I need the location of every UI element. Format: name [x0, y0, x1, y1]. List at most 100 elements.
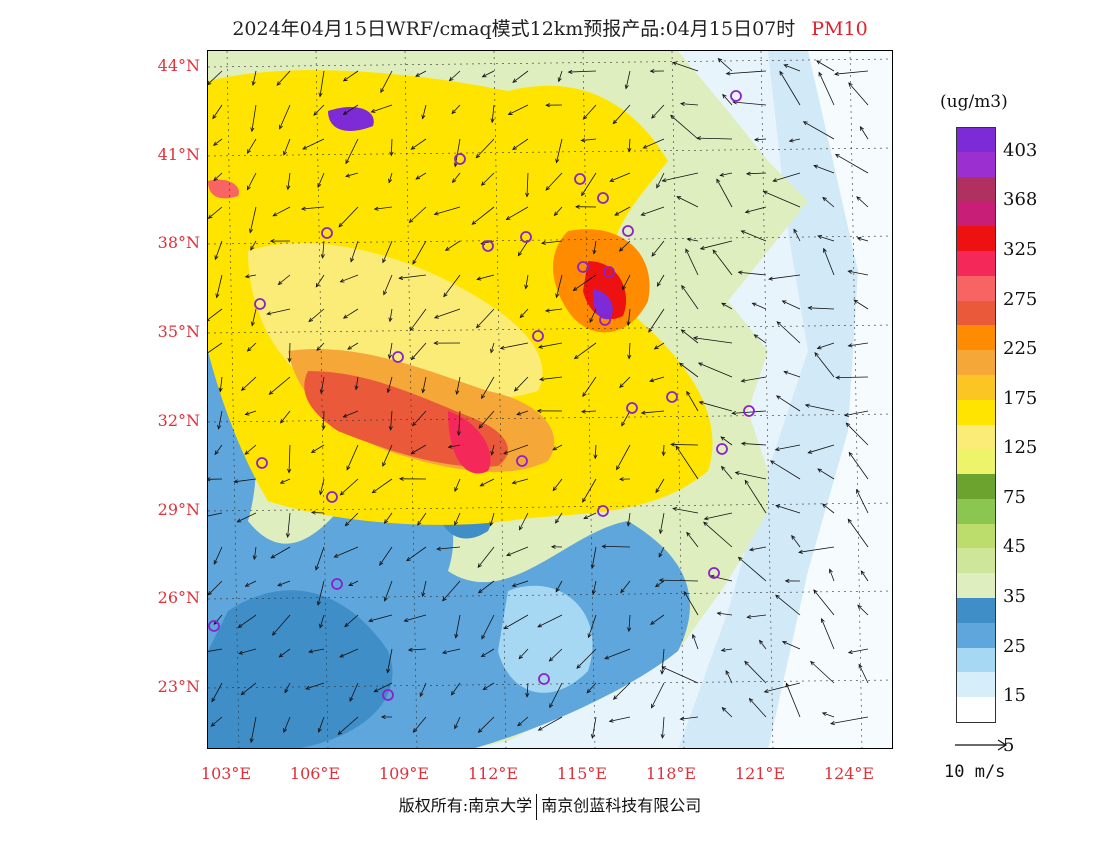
wind-vector	[738, 271, 767, 276]
wind-vector	[681, 285, 699, 310]
wind-vector	[279, 648, 291, 658]
city-marker	[597, 192, 609, 204]
wind-vector	[382, 240, 393, 263]
wind-vector	[821, 618, 835, 650]
wind-vector-head	[774, 447, 780, 452]
colorbar-swatch	[956, 399, 996, 426]
colorbar-swatch	[956, 350, 996, 376]
city-marker	[626, 402, 638, 414]
wind-vector-head	[320, 254, 325, 259]
wind-vector	[692, 634, 699, 650]
wind-vector	[716, 179, 733, 208]
wind-vector	[759, 640, 767, 650]
wind-vector	[213, 138, 223, 146]
wind-vector-head	[658, 529, 663, 535]
wind-vector	[614, 206, 631, 216]
wind-vector-head	[640, 211, 646, 216]
wind-vector-head	[317, 728, 322, 733]
wind-vector	[793, 229, 801, 242]
wind-vector	[406, 546, 427, 562]
wind-vector-head	[317, 183, 322, 188]
wind-vector-head	[627, 147, 632, 153]
wind-vector-head	[544, 308, 550, 313]
wind-vector	[481, 376, 495, 399]
wind-vector-head	[548, 657, 554, 662]
wind-vector	[280, 410, 291, 424]
wind-vector-head	[277, 582, 283, 587]
wind-vector-head	[517, 721, 522, 727]
wind-vector	[662, 172, 699, 182]
wind-vector-head	[672, 506, 678, 512]
wind-vector-head	[403, 618, 409, 623]
wind-vector-head	[300, 206, 306, 211]
longitude-label: 109°E	[378, 764, 430, 783]
wind-vector	[512, 478, 529, 484]
wind-vector-head	[612, 695, 618, 700]
wind-vector	[383, 274, 393, 295]
wind-vector-head	[620, 588, 625, 594]
wind-vector	[408, 648, 427, 651]
wind-vector-head	[310, 448, 316, 453]
wind-vector	[663, 444, 665, 456]
wind-vector	[422, 376, 427, 393]
wind-vector	[415, 70, 427, 77]
wind-vector-head	[380, 88, 385, 94]
wind-vector	[555, 580, 563, 592]
wind-vector	[810, 661, 835, 684]
map-title: 2024年04月15日WRF/cmaq模式12km预报产品:04月15日07时 P…	[0, 14, 1100, 41]
wind-vector	[671, 444, 699, 446]
wind-vector-head	[758, 639, 764, 645]
wind-vector-head	[683, 590, 688, 596]
wind-vector	[776, 395, 801, 412]
wind-vector	[380, 70, 393, 93]
wind-vector	[798, 546, 835, 553]
wind-vector	[549, 648, 563, 662]
wind-vector-head	[745, 171, 751, 176]
latitude-gridline	[208, 679, 892, 689]
wind-vector	[776, 321, 801, 344]
wind-vector-head	[279, 479, 285, 484]
wind-vector-head	[555, 587, 560, 593]
wind-vector-head	[721, 302, 726, 307]
wind-vector	[847, 519, 869, 548]
wind-vector-head	[212, 114, 217, 120]
wind-vector-head	[626, 521, 631, 527]
wind-vector	[419, 682, 427, 697]
wind-vector-head	[651, 703, 655, 709]
colorbar-swatch	[956, 226, 996, 252]
wind-vector	[698, 362, 733, 378]
wind-vector-head	[539, 377, 544, 382]
wind-vector	[651, 240, 665, 257]
longitude-label: 103°E	[200, 764, 252, 783]
wind-vector	[655, 478, 665, 493]
wind-vector	[283, 716, 291, 733]
wind-vector	[710, 575, 733, 582]
wind-vector	[412, 240, 427, 265]
wind-vector-head	[650, 620, 655, 625]
wind-vector-head	[408, 218, 414, 223]
wind-vector	[556, 274, 563, 298]
wind-vector-head	[208, 591, 213, 596]
wind-vector-head	[270, 554, 276, 559]
wind-vector-head	[581, 191, 586, 197]
wind-vector	[411, 138, 427, 150]
wind-vector	[404, 614, 427, 622]
wind-vector	[817, 235, 835, 242]
wind-vector-head	[410, 145, 416, 150]
wind-vector	[417, 512, 427, 526]
wind-vector-head	[477, 728, 483, 733]
wind-vector-head	[798, 549, 803, 554]
wind-vector	[808, 307, 835, 310]
wind-vector	[270, 546, 291, 559]
wind-vector	[784, 371, 801, 378]
wind-vector	[687, 238, 699, 242]
wind-vector-head	[249, 738, 254, 744]
latitude-label: 23°N	[157, 677, 200, 696]
wind-vector-head	[788, 138, 794, 143]
wind-vector	[512, 580, 529, 587]
latitude-label: 44°N	[157, 56, 200, 75]
wind-vector-head	[479, 482, 485, 487]
wind-vector	[685, 248, 699, 276]
wind-vector-head	[476, 276, 482, 281]
colorbar-label: 403	[1003, 139, 1038, 161]
